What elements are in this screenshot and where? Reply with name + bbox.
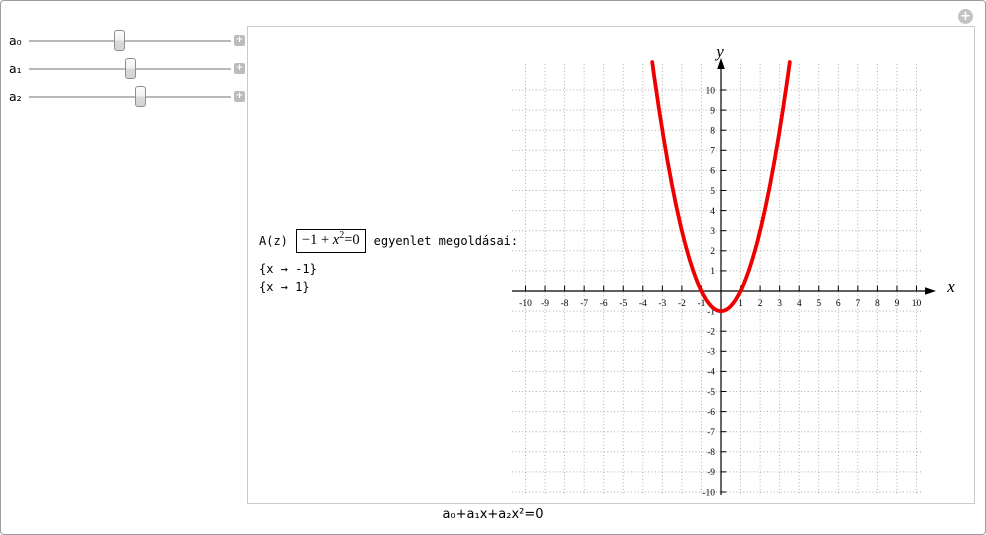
svg-text:-10: -10 bbox=[702, 488, 715, 498]
slider-row-a2: a₂ + bbox=[1, 83, 247, 111]
svg-text:2: 2 bbox=[758, 299, 763, 309]
slider-thumb-a2[interactable] bbox=[134, 86, 146, 107]
svg-text:x: x bbox=[946, 277, 955, 296]
solution-item: {x → 1} bbox=[259, 280, 310, 294]
svg-text:3: 3 bbox=[710, 227, 715, 237]
svg-text:-4: -4 bbox=[707, 368, 715, 378]
svg-text:y: y bbox=[714, 42, 724, 61]
svg-text:8: 8 bbox=[875, 299, 880, 309]
slider-track-a2[interactable] bbox=[29, 96, 231, 98]
svg-text:4: 4 bbox=[710, 207, 715, 217]
svg-text:10: 10 bbox=[706, 86, 716, 96]
slider-label-a1: a₁ bbox=[9, 61, 22, 76]
svg-text:7: 7 bbox=[710, 147, 715, 157]
svg-text:-5: -5 bbox=[707, 388, 715, 398]
equation-suffix: egyenlet megoldásai: bbox=[373, 234, 519, 248]
slider-expand-button-a2[interactable]: + bbox=[234, 91, 245, 102]
svg-text:1: 1 bbox=[710, 267, 715, 277]
svg-text:-9: -9 bbox=[541, 299, 549, 309]
output-panel: -10 -9 -8 -7 -6 -5 -4 -3 -2 -1 1 2 3 4 5 6 7 8 9 10 -10 -9 -8 -… bbox=[247, 26, 975, 504]
svg-text:7: 7 bbox=[855, 299, 860, 309]
svg-text:9: 9 bbox=[710, 106, 715, 116]
equation-tail: =0 bbox=[344, 232, 360, 248]
svg-text:6: 6 bbox=[710, 167, 715, 177]
solution-text-block: A(z) −1 + x2=0 egyenlet megoldásai: {x →… bbox=[259, 229, 518, 296]
svg-text:6: 6 bbox=[836, 299, 841, 309]
equation-prefix: A(z) bbox=[259, 234, 288, 248]
svg-text:4: 4 bbox=[797, 299, 802, 309]
svg-text:-10: -10 bbox=[519, 299, 532, 309]
svg-text:-1: -1 bbox=[697, 299, 705, 309]
svg-text:3: 3 bbox=[777, 299, 782, 309]
svg-text:-8: -8 bbox=[707, 448, 715, 458]
svg-text:1: 1 bbox=[738, 299, 743, 309]
svg-text:-5: -5 bbox=[619, 299, 627, 309]
svg-text:-3: -3 bbox=[707, 348, 715, 358]
svg-text:-9: -9 bbox=[707, 468, 715, 478]
svg-text:5: 5 bbox=[710, 187, 715, 197]
equation-box: −1 + x2=0 bbox=[295, 229, 366, 253]
svg-text:10: 10 bbox=[912, 299, 922, 309]
solutions-list: {x → -1} {x → 1} bbox=[259, 260, 518, 296]
slider-row-a1: a₁ + bbox=[1, 55, 247, 83]
svg-text:-3: -3 bbox=[658, 299, 666, 309]
svg-text:5: 5 bbox=[816, 299, 821, 309]
svg-text:-6: -6 bbox=[707, 408, 715, 418]
slider-label-a0: a₀ bbox=[9, 33, 22, 48]
function-plot: -10 -9 -8 -7 -6 -5 -4 -3 -2 -1 1 2 3 4 5 6 7 8 9 10 -10 -9 -8 -… bbox=[512, 42, 955, 498]
slider-thumb-a1[interactable] bbox=[124, 58, 136, 79]
svg-text:-7: -7 bbox=[707, 428, 715, 438]
svg-text:9: 9 bbox=[895, 299, 900, 309]
manipulate-options-icon[interactable]: + bbox=[958, 9, 973, 24]
slider-thumb-a0[interactable] bbox=[114, 30, 126, 51]
slider-row-a0: a₀ + bbox=[1, 27, 247, 55]
equation-variable: x bbox=[332, 232, 340, 248]
equation-lead: −1 + bbox=[301, 232, 333, 248]
svg-text:8: 8 bbox=[710, 127, 715, 137]
slider-expand-button-a1[interactable]: + bbox=[234, 63, 245, 74]
svg-text:-2: -2 bbox=[678, 299, 686, 309]
svg-text:-7: -7 bbox=[580, 299, 588, 309]
svg-text:-4: -4 bbox=[639, 299, 647, 309]
equation-line: A(z) −1 + x2=0 egyenlet megoldásai: bbox=[259, 229, 518, 253]
general-equation-caption: a₀+a₁x+a₂x²=0 bbox=[442, 507, 544, 522]
svg-text:2: 2 bbox=[710, 247, 715, 257]
solution-item: {x → -1} bbox=[259, 262, 317, 276]
svg-text:-1: -1 bbox=[707, 307, 715, 317]
slider-expand-button-a0[interactable]: + bbox=[234, 35, 245, 46]
slider-track-a0[interactable] bbox=[29, 40, 231, 42]
svg-text:-2: -2 bbox=[707, 328, 715, 338]
svg-text:-6: -6 bbox=[600, 299, 608, 309]
slider-label-a2: a₂ bbox=[9, 89, 22, 104]
svg-text:-8: -8 bbox=[561, 299, 569, 309]
equation-exponent: 2 bbox=[339, 230, 345, 242]
